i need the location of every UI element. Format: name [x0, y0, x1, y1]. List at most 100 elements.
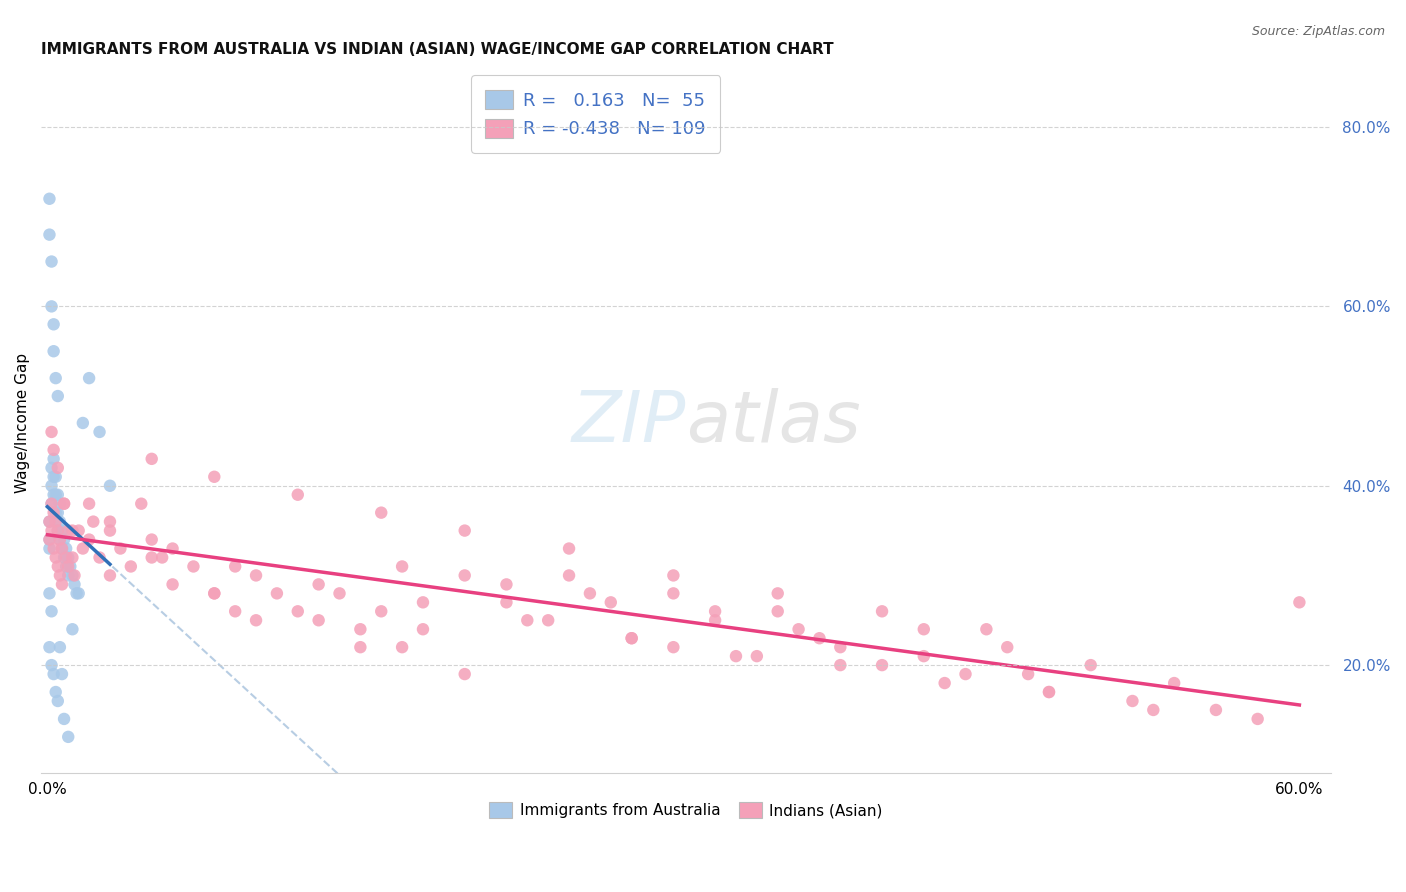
Point: [1163, 676, 1185, 690]
Point: [45, 470, 67, 484]
Point: [38, 586, 60, 600]
Point: [98, 479, 121, 493]
Point: [49, 497, 72, 511]
Point: [51, 577, 73, 591]
Point: [41, 460, 63, 475]
Point: [46, 559, 69, 574]
Point: [67, 586, 90, 600]
Point: [77, 497, 100, 511]
Point: [141, 550, 163, 565]
Point: [62, 568, 84, 582]
Point: [558, 568, 581, 582]
Point: [45, 488, 67, 502]
Point: [370, 604, 392, 618]
Y-axis label: Wage/Income Gap: Wage/Income Gap: [15, 353, 30, 493]
Point: [934, 676, 956, 690]
Point: [42, 344, 65, 359]
Point: [495, 595, 517, 609]
Point: [89, 425, 111, 439]
Point: [1142, 703, 1164, 717]
Point: [45, 371, 67, 385]
Point: [59, 559, 82, 574]
Point: [1288, 595, 1310, 609]
Point: [58, 524, 80, 538]
Point: [724, 649, 747, 664]
Point: [202, 586, 225, 600]
Point: [745, 649, 768, 664]
Point: [46, 524, 69, 538]
Point: [55, 550, 77, 565]
Point: [89, 550, 111, 565]
Point: [1205, 703, 1227, 717]
Point: [202, 470, 225, 484]
Point: [328, 586, 350, 600]
Point: [98, 524, 121, 538]
Point: [150, 550, 173, 565]
Point: [808, 631, 831, 645]
Point: [46, 694, 69, 708]
Point: [51, 524, 73, 538]
Point: [42, 470, 65, 484]
Point: [579, 586, 602, 600]
Point: [72, 416, 94, 430]
Point: [308, 577, 330, 591]
Point: [45, 685, 67, 699]
Point: [49, 568, 72, 582]
Point: [129, 497, 152, 511]
Point: [53, 550, 76, 565]
Point: [349, 622, 371, 636]
Point: [454, 524, 477, 538]
Point: [41, 604, 63, 618]
Point: [45, 506, 67, 520]
Point: [1121, 694, 1143, 708]
Point: [787, 622, 810, 636]
Point: [766, 604, 789, 618]
Point: [77, 533, 100, 547]
Point: [49, 515, 72, 529]
Point: [912, 649, 935, 664]
Point: [412, 622, 434, 636]
Point: [349, 640, 371, 655]
Point: [704, 613, 727, 627]
Point: [870, 658, 893, 673]
Point: [45, 515, 67, 529]
Point: [41, 479, 63, 493]
Legend: Immigrants from Australia, Indians (Asian): Immigrants from Australia, Indians (Asia…: [484, 797, 889, 824]
Point: [287, 488, 309, 502]
Point: [391, 640, 413, 655]
Text: atlas: atlas: [686, 389, 860, 458]
Point: [72, 541, 94, 556]
Point: [46, 460, 69, 475]
Point: [830, 658, 852, 673]
Point: [599, 595, 621, 609]
Point: [38, 640, 60, 655]
Point: [955, 667, 977, 681]
Point: [98, 515, 121, 529]
Point: [1017, 667, 1039, 681]
Point: [42, 318, 65, 332]
Point: [41, 254, 63, 268]
Point: [766, 586, 789, 600]
Point: [41, 299, 63, 313]
Point: [42, 506, 65, 520]
Point: [63, 577, 86, 591]
Point: [38, 533, 60, 547]
Point: [46, 506, 69, 520]
Point: [704, 604, 727, 618]
Point: [53, 497, 76, 511]
Point: [662, 586, 685, 600]
Point: [58, 550, 80, 565]
Point: [662, 640, 685, 655]
Point: [41, 425, 63, 439]
Point: [620, 631, 643, 645]
Point: [412, 595, 434, 609]
Point: [62, 524, 84, 538]
Point: [141, 451, 163, 466]
Point: [41, 524, 63, 538]
Point: [558, 541, 581, 556]
Point: [65, 586, 87, 600]
Point: [58, 730, 80, 744]
Point: [41, 658, 63, 673]
Point: [38, 541, 60, 556]
Point: [516, 613, 538, 627]
